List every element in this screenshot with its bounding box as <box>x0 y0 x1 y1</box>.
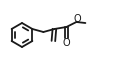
Text: O: O <box>63 38 70 48</box>
Text: O: O <box>73 14 81 24</box>
